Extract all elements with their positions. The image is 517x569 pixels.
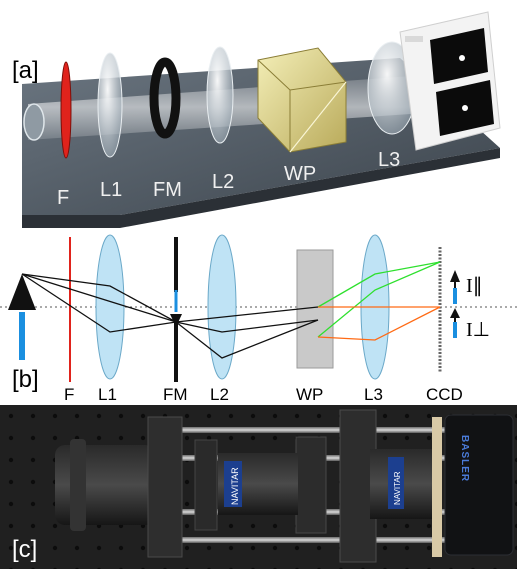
panel-b-ray-diagram: I∥ I⊥ [b] F L1 FM L2 WP L3 CCD [0, 232, 517, 404]
panel-b-component-l1: L1 [98, 385, 117, 404]
panel-a-component-wp: WP [284, 163, 316, 185]
wollaston-prism-element [257, 47, 347, 153]
lens-l1-shape [95, 234, 125, 380]
mount-plate-3 [295, 436, 327, 534]
ray-orange-2 [317, 306, 441, 341]
panel-b-component-ccd: CCD [426, 385, 463, 404]
panel-c-svg: NAVITAR NAVITAR BASLER [c] [0, 405, 517, 569]
panel-a-component-fm: FM [153, 179, 182, 201]
mount-plate-2 [194, 439, 218, 531]
panel-a-component-f: F [57, 187, 69, 209]
panel-b-svg: I∥ I⊥ [b] F L1 FM L2 WP L3 CCD [0, 234, 517, 404]
panel-a-label: [a] [12, 57, 39, 84]
camera-body [444, 414, 514, 556]
ccd-spot-bottom [462, 105, 468, 111]
lens-l2-element [206, 46, 234, 144]
lens-label-1 [224, 461, 242, 507]
panel-b-component-l2: L2 [210, 385, 229, 404]
panel-a-component-l1: L1 [100, 179, 122, 201]
lens-label-2 [388, 457, 404, 509]
ray-black-2 [21, 273, 319, 359]
panel-b-component-fm: FM [163, 385, 188, 404]
lens-brand-1: NAVITAR [230, 467, 240, 505]
object-arrow-head [8, 274, 36, 310]
mount-plate-5 [432, 417, 442, 557]
ray-black-3 [21, 273, 319, 323]
mask-arrow-head [170, 314, 182, 327]
panel-b-component-f: F [64, 385, 74, 404]
rod-1 [150, 427, 450, 433]
i-parallel-label: I∥ [466, 275, 483, 297]
ccd-image-top [430, 28, 488, 84]
rod-4 [150, 537, 450, 543]
panel-b-label: [b] [12, 366, 39, 393]
panel-a-component-l3: L3 [378, 149, 400, 171]
front-objective-ring [70, 439, 86, 531]
wollaston-prism-diagonal [289, 81, 347, 153]
panel-c-label: [c] [12, 536, 37, 563]
optical-table-edge [22, 148, 500, 228]
mount-plate-1 [147, 416, 183, 558]
panel-c-photo: NAVITAR NAVITAR BASLER [c] [0, 405, 517, 569]
ray-green-2 [317, 261, 441, 338]
i-perp-arrow-head [450, 308, 460, 318]
ray-green-1 [317, 261, 441, 308]
i-perpendicular-label: I⊥ [466, 319, 490, 341]
panel-a-svg: [a] F L1 FM L2 WP L3 [12, 11, 501, 228]
panel-b-component-l3: L3 [364, 385, 383, 404]
light-source-aperture [23, 103, 45, 141]
filter-element [60, 61, 72, 159]
lens-l1-element [97, 52, 123, 158]
lens-brand-2: NAVITAR [393, 471, 402, 505]
panel-b-component-wp: WP [296, 385, 323, 404]
lens-l2-shape [207, 234, 237, 380]
panel-a-component-l2: L2 [212, 171, 234, 193]
ccd-marks [405, 36, 423, 42]
ccd-spot-top [459, 55, 465, 61]
fourier-mask-element [149, 57, 181, 139]
camera-brand: BASLER [459, 435, 470, 482]
i-parallel-arrow-head [450, 270, 460, 282]
panel-a-rendering: [a] F L1 FM L2 WP L3 [0, 0, 517, 240]
